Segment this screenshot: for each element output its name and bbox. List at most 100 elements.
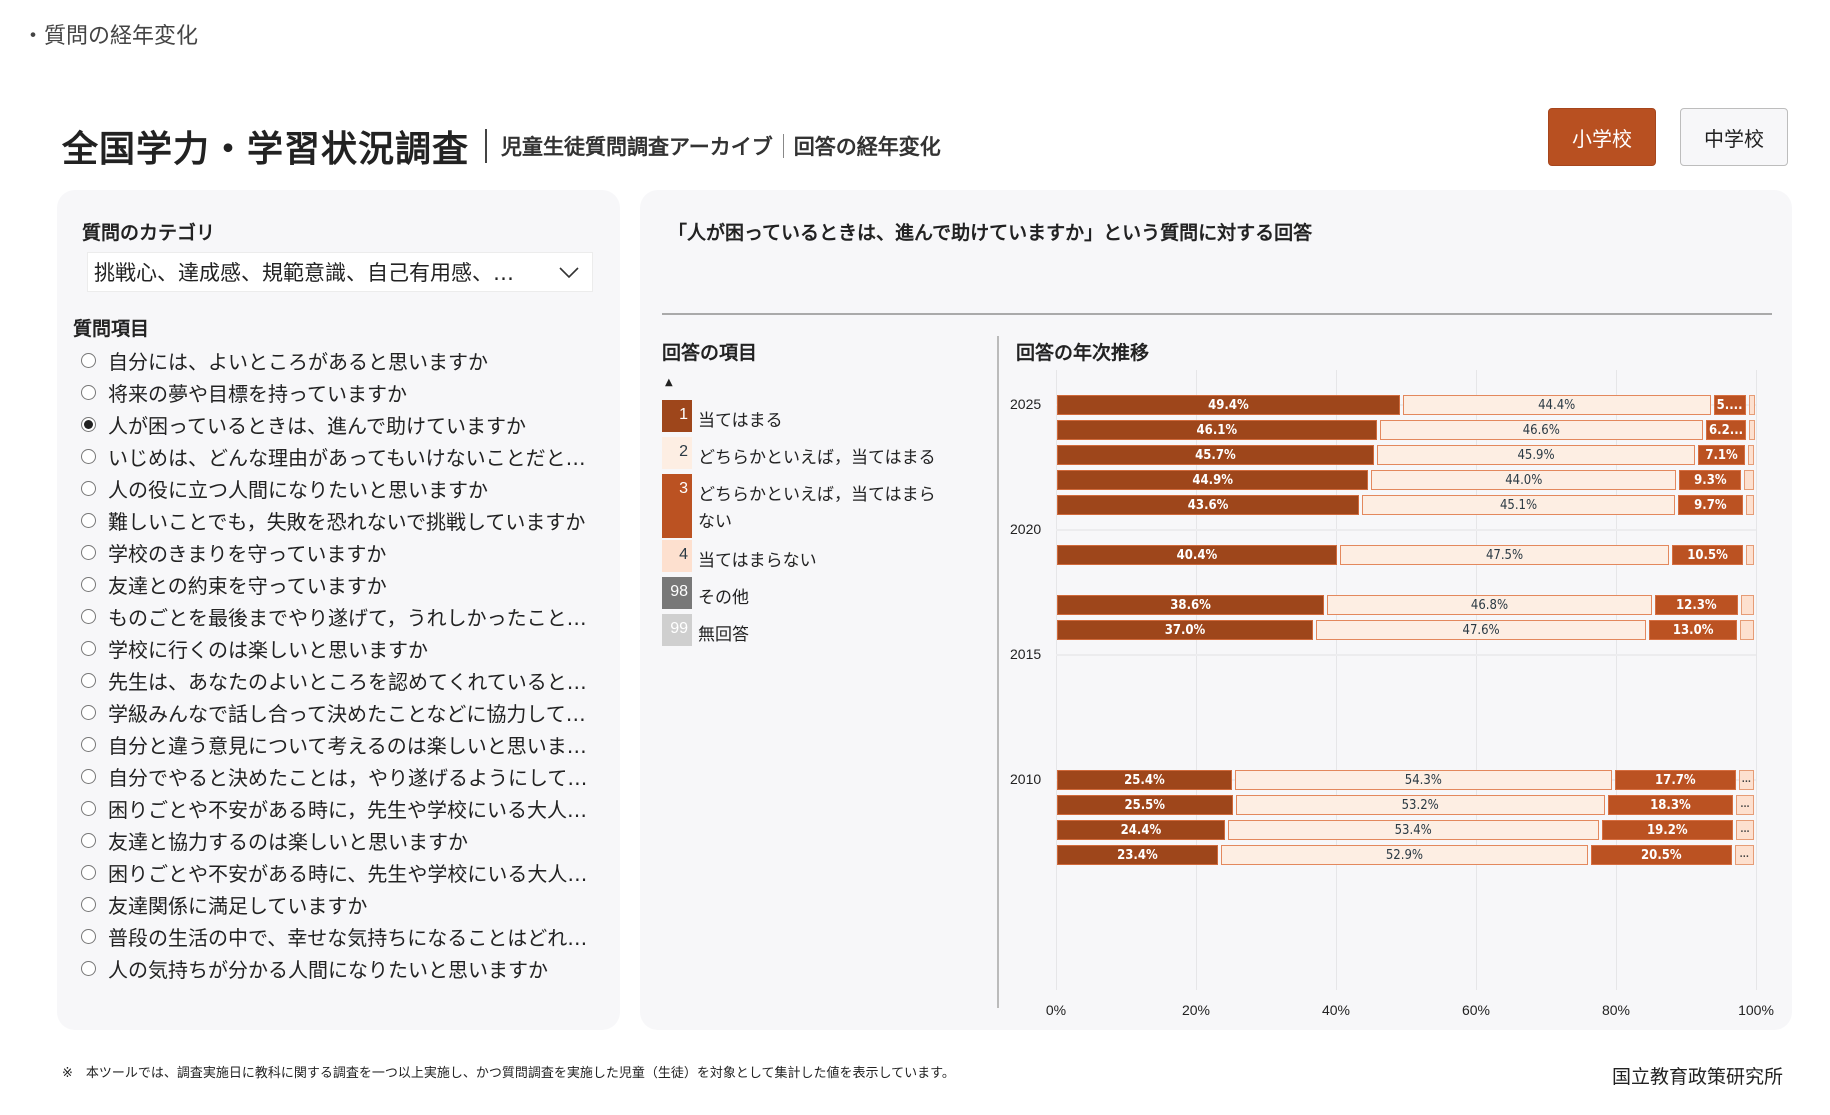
bar-segment[interactable]: 46.1% — [1057, 420, 1377, 440]
bar-segment[interactable]: 43.6% — [1057, 495, 1360, 515]
bar-segment[interactable]: 19.2% — [1601, 820, 1733, 840]
legend-item[interactable]: 3 どちらかといえば，当てはまらない — [662, 474, 982, 538]
bar-segment[interactable]: 12.3% — [1654, 595, 1738, 615]
radio-unchecked-icon[interactable] — [81, 928, 96, 944]
bar-segment[interactable]: 40.4% — [1057, 545, 1337, 565]
bar-segment[interactable]: 38.6% — [1057, 595, 1325, 615]
question-option[interactable]: 友達との約束を守っていますか — [81, 568, 587, 600]
bar-segment[interactable] — [1740, 620, 1754, 640]
question-option[interactable]: 困りごとや不安がある時に、先生や学校にいる大人… — [81, 856, 587, 888]
question-option[interactable]: 自分でやると決めたことは，やり遂げるようにして… — [81, 760, 587, 792]
bar-segment[interactable]: 24.4% — [1057, 820, 1225, 840]
question-option[interactable]: 人の役に立つ人間になりたいと思いますか — [81, 472, 587, 504]
bar-segment[interactable]: 46.8% — [1327, 595, 1652, 615]
question-option[interactable]: 学校のきまりを守っていますか — [81, 536, 587, 568]
bar-segment[interactable]: 18.3% — [1607, 795, 1733, 815]
bar-segment[interactable]: ... — [1736, 795, 1754, 815]
question-option[interactable]: 難しいことでも，失敗を恐れないで挑戦していますか — [81, 504, 587, 536]
bar-segment[interactable]: 17.7% — [1614, 770, 1736, 790]
category-dropdown[interactable]: 挑戦心、達成感、規範意識、自己有用感、… — [87, 252, 593, 292]
radio-unchecked-icon[interactable] — [81, 480, 96, 496]
bar-segment[interactable]: 25.4% — [1057, 770, 1232, 790]
question-option[interactable]: 学校に行くのは楽しいと思いますか — [81, 632, 587, 664]
bar-segment[interactable]: 9.7% — [1677, 495, 1743, 515]
bar-segment[interactable]: 20.5% — [1591, 845, 1732, 865]
radio-unchecked-icon[interactable] — [81, 864, 96, 880]
bar-segment[interactable]: 45.9% — [1376, 445, 1696, 465]
radio-unchecked-icon[interactable] — [81, 832, 96, 848]
bar-segment[interactable]: 54.3% — [1234, 770, 1612, 790]
legend-item[interactable]: 99 無回答 — [662, 614, 982, 649]
radio-unchecked-icon[interactable] — [81, 576, 96, 592]
legend-item[interactable]: 2 どちらかといえば，当てはまる — [662, 437, 982, 472]
radio-unchecked-icon[interactable] — [81, 896, 96, 912]
elementary-school-button[interactable]: 小学校 — [1548, 108, 1656, 166]
archive-subtitle: 児童生徒質問調査アーカイブ — [501, 135, 773, 159]
sort-caret-icon[interactable]: ▲ — [665, 377, 673, 388]
radio-unchecked-icon[interactable] — [81, 960, 96, 976]
bar-segment[interactable] — [1749, 420, 1756, 440]
question-option[interactable]: 将来の夢や目標を持っていますか — [81, 376, 587, 408]
question-option[interactable]: ものごとを最後までやり遂げて，うれしかったこと… — [81, 600, 587, 632]
radio-unchecked-icon[interactable] — [81, 512, 96, 528]
title-divider — [485, 129, 488, 163]
bar-segment[interactable]: 44.4% — [1402, 395, 1711, 415]
bar-segment[interactable]: 5.... — [1713, 395, 1746, 415]
bar-segment[interactable]: 46.6% — [1379, 420, 1703, 440]
question-option[interactable]: 困りごとや不安がある時に，先生や学校にいる大人… — [81, 792, 587, 824]
question-option[interactable]: 自分と違う意見について考えるのは楽しいと思いま… — [81, 728, 587, 760]
radio-unchecked-icon[interactable] — [81, 800, 96, 816]
bar-segment[interactable]: 53.4% — [1227, 820, 1599, 840]
question-option[interactable]: 自分には、よいところがあると思いますか — [81, 344, 587, 376]
question-option[interactable]: 友達と協力するのは楽しいと思いますか — [81, 824, 587, 856]
bar-segment[interactable] — [1745, 495, 1754, 515]
bar-segment[interactable]: ... — [1738, 770, 1754, 790]
question-option[interactable]: 友達関係に満足していますか — [81, 888, 587, 920]
radio-unchecked-icon[interactable] — [81, 768, 96, 784]
question-option[interactable]: 人の気持ちが分かる人間になりたいと思いますか — [81, 952, 587, 984]
bar-segment[interactable] — [1744, 470, 1754, 490]
question-option[interactable]: 人が困っているときは、進んで助けていますか — [81, 408, 587, 440]
bar-segment[interactable] — [1740, 595, 1754, 615]
bar-segment[interactable]: 44.9% — [1057, 470, 1369, 490]
question-option[interactable]: 普段の生活の中で、幸せな気持ちになることはどれ… — [81, 920, 587, 952]
radio-unchecked-icon[interactable] — [81, 544, 96, 560]
bar-segment[interactable]: 47.5% — [1339, 545, 1670, 565]
bar-segment[interactable] — [1748, 395, 1755, 415]
question-option[interactable]: いじめは、どんな理由があってもいけないことだと… — [81, 440, 587, 472]
radio-unchecked-icon[interactable] — [81, 352, 96, 368]
bar-segment[interactable]: 47.6% — [1316, 620, 1647, 640]
radio-unchecked-icon[interactable] — [81, 736, 96, 752]
question-option[interactable]: 先生は、あなたのよいところを認めてくれていると… — [81, 664, 587, 696]
legend-item[interactable]: 1 当てはまる — [662, 400, 982, 435]
bar-segment[interactable]: 45.1% — [1362, 495, 1675, 515]
bar-segment[interactable]: 53.2% — [1235, 795, 1605, 815]
junior-high-school-button[interactable]: 中学校 — [1680, 108, 1788, 166]
bar-segment[interactable]: 13.0% — [1649, 620, 1738, 640]
radio-checked-icon[interactable] — [81, 416, 96, 432]
bar-segment[interactable]: 49.4% — [1057, 395, 1400, 415]
bar-segment[interactable]: 6.2... — [1705, 420, 1747, 440]
bar-segment[interactable]: 37.0% — [1057, 620, 1313, 640]
bar-segment[interactable]: 45.7% — [1057, 445, 1374, 465]
bar-segment[interactable]: ... — [1734, 845, 1754, 865]
radio-unchecked-icon[interactable] — [81, 384, 96, 400]
bar-segment[interactable]: 10.5% — [1672, 545, 1743, 565]
legend-item[interactable]: 98 その他 — [662, 577, 982, 612]
question-option[interactable]: 学級みんなで話し合って決めたことなどに協力して… — [81, 696, 587, 728]
radio-unchecked-icon[interactable] — [81, 672, 96, 688]
bar-segment[interactable] — [1747, 445, 1754, 465]
bar-segment[interactable]: 52.9% — [1220, 845, 1589, 865]
bar-segment[interactable]: 25.5% — [1057, 795, 1233, 815]
radio-unchecked-icon[interactable] — [81, 704, 96, 720]
radio-unchecked-icon[interactable] — [81, 448, 96, 464]
radio-unchecked-icon[interactable] — [81, 640, 96, 656]
radio-unchecked-icon[interactable] — [81, 608, 96, 624]
bar-segment[interactable]: 9.3% — [1679, 470, 1742, 490]
bar-segment[interactable]: ... — [1736, 820, 1754, 840]
legend-item[interactable]: 4 当てはまらない — [662, 540, 982, 575]
bar-segment[interactable] — [1745, 545, 1754, 565]
bar-segment[interactable]: 44.0% — [1371, 470, 1677, 490]
bar-segment[interactable]: 7.1% — [1698, 445, 1745, 465]
bar-segment[interactable]: 23.4% — [1057, 845, 1218, 865]
